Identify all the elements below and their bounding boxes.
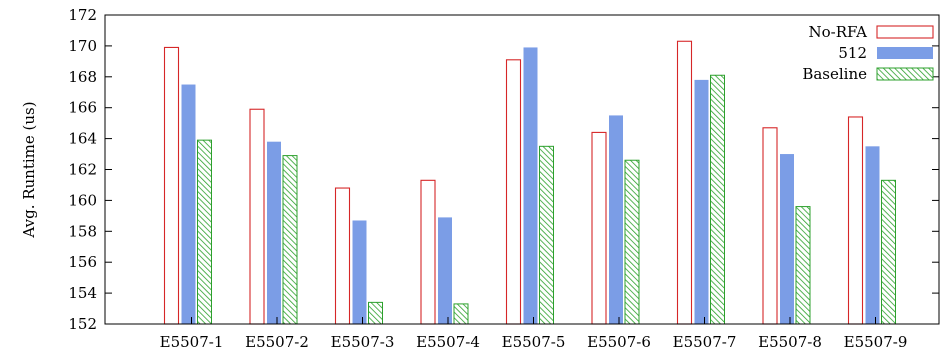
bar-no-rfa-9 [847,116,864,325]
bar-baseline-7 [710,74,725,325]
bar-no-rfa-2 [249,108,265,325]
y-tick-label: 160 [68,191,97,209]
bar-baseline-5 [539,145,554,325]
plot-frame [104,14,940,325]
bar-no-rfa-5 [505,59,522,325]
bar-512-8 [780,154,794,324]
bar-no-rfa-3 [334,187,351,325]
legend-label: 512 [838,44,867,62]
bar-baseline-3 [368,301,383,325]
y-tick-label: 154 [68,284,97,302]
x-tick-label: E5507-8 [758,333,822,351]
x-tick-label: E5507-3 [331,333,395,351]
y-tick-label: 152 [68,315,97,333]
bar-baseline-2 [282,155,298,325]
bar-baseline-9 [881,179,896,325]
bar-512-5 [523,47,538,324]
legend-swatch [877,47,933,59]
bar-no-rfa-6 [591,131,607,325]
y-tick-label: 162 [68,161,97,179]
bar-baseline-1 [197,139,212,325]
x-axis: E5507-1 E5507-2 E5507-3 E5507-4 E5507-5 E5507… [160,317,908,351]
y-tick-label: 170 [68,37,97,55]
x-tick-label: E5507-9 [844,333,908,351]
bar-baseline-4 [453,303,469,325]
bar-512-4 [438,217,452,324]
bar-no-rfa-7 [676,40,693,325]
bar-512-3 [352,220,367,324]
x-tick-label: E5507-6 [587,333,651,351]
bar-no-rfa-1 [163,46,180,325]
bar-no-rfa-8 [762,127,778,325]
bar-512-2 [267,141,281,324]
y-axis: 152 154 156 158 160 162 164 166 168 170 172 [68,6,939,333]
bars-layer [163,40,896,325]
y-tick-label: 156 [68,253,97,271]
x-tick-label: E5507-4 [416,333,480,351]
legend: No-RFA 512 Baseline [802,23,934,83]
bar-no-rfa-4 [420,179,436,325]
x-tick-label: E5507-1 [160,333,224,351]
legend-label: No-RFA [809,23,868,41]
y-tick-label: 158 [68,222,97,240]
x-tick-label: E5507-2 [245,333,309,351]
bar-512-1 [181,84,196,325]
legend-swatch [876,25,934,39]
y-tick-label: 166 [68,99,97,117]
legend-swatch [876,67,934,81]
y-axis-label: Avg. Runtime (us) [20,101,38,238]
bar-512-9 [865,146,880,324]
y-tick-label: 172 [68,6,97,24]
y-tick-label: 168 [68,68,97,86]
bar-512-7 [694,79,709,324]
x-tick-label: E5507-7 [673,333,737,351]
x-tick-label: E5507-5 [502,333,566,351]
bar-baseline-8 [795,206,811,325]
bar-512-6 [609,115,623,324]
legend-label: Baseline [802,65,867,83]
y-tick-label: 164 [68,130,97,148]
bar-baseline-6 [624,159,640,325]
